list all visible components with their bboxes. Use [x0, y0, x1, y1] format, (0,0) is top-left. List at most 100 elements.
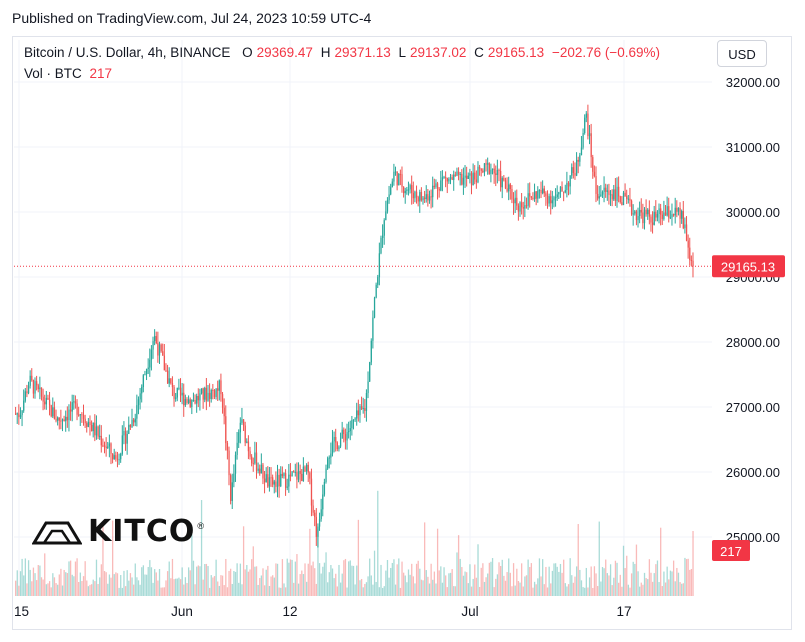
candle-body — [672, 214, 675, 216]
volume-bar — [605, 559, 607, 596]
volume-bar — [660, 527, 662, 596]
volume-bar — [348, 561, 350, 596]
volume-bar — [252, 546, 254, 596]
candle-body — [181, 392, 183, 396]
candle-body — [40, 387, 43, 397]
volume-bar — [207, 566, 209, 596]
volume-bar — [90, 584, 93, 596]
candle-body — [165, 370, 167, 372]
candle-body — [619, 196, 621, 203]
volume-bar — [367, 576, 369, 596]
candle-body — [467, 175, 469, 179]
volume-bar — [420, 579, 423, 596]
candle-body — [312, 505, 314, 513]
candle-body — [490, 169, 492, 174]
volume-bar — [480, 567, 482, 596]
volume-bar — [663, 571, 665, 596]
candle-body — [411, 185, 413, 194]
volume-bar — [677, 572, 680, 596]
candle-body — [462, 177, 465, 185]
candle-body — [459, 173, 461, 175]
candle-body — [403, 186, 405, 194]
volume-bar — [485, 577, 487, 596]
volume-bar — [457, 535, 460, 596]
candle-body — [115, 455, 117, 459]
volume-bar — [160, 587, 162, 596]
candle-body — [336, 442, 339, 450]
candle-body — [320, 509, 322, 519]
volume-bar — [249, 569, 251, 596]
volume-bar — [71, 574, 73, 596]
candle-body — [272, 477, 274, 485]
candle-body — [42, 396, 44, 402]
volume-bar — [398, 558, 400, 596]
candle-body — [228, 450, 230, 476]
candle-body — [446, 177, 448, 182]
volume-bar — [78, 581, 80, 596]
candle-body — [230, 475, 232, 501]
volume-bar — [488, 562, 490, 596]
x-tick-label: 12 — [282, 604, 297, 619]
candle-body — [480, 168, 482, 171]
volume-label[interactable]: Vol · BTC — [24, 66, 82, 81]
volume-bar — [178, 577, 180, 596]
candle-body — [73, 401, 75, 403]
volume-bar — [653, 573, 655, 596]
volume-bar — [210, 575, 212, 596]
candle-body — [380, 237, 382, 254]
candle-body — [554, 197, 557, 199]
volume-bar — [218, 585, 220, 596]
candle-body — [419, 192, 421, 202]
symbol-label[interactable]: Bitcoin / U.S. Dollar, 4h, BINANCE — [24, 45, 231, 60]
high-label: H — [320, 45, 331, 60]
candle-body — [606, 190, 608, 192]
volume-bar — [280, 587, 282, 596]
volume-bar — [563, 559, 565, 596]
volume-bar — [669, 570, 672, 596]
candle-body — [142, 375, 145, 387]
candle-body — [212, 390, 214, 392]
volume-bar — [176, 578, 178, 596]
volume-bar — [546, 587, 549, 596]
candle-body — [197, 395, 199, 401]
candle-body — [297, 471, 300, 480]
candle-body — [338, 446, 340, 450]
candle-body — [525, 205, 528, 207]
volume-bar — [55, 583, 57, 596]
volume-bar — [220, 575, 222, 596]
candle-body — [677, 207, 680, 212]
candle-body — [396, 171, 398, 186]
volume-bar — [299, 574, 301, 596]
candle-body — [401, 174, 403, 187]
candle-body — [487, 163, 489, 165]
volume-bar — [482, 563, 484, 596]
candle-body — [154, 336, 156, 342]
candle-body — [611, 194, 613, 200]
candle-body — [307, 464, 309, 473]
volume-bar — [655, 564, 657, 596]
volume-bar — [267, 565, 269, 596]
last-price-badge — [712, 255, 785, 278]
candle-body — [265, 474, 267, 483]
candle-body — [333, 437, 335, 442]
volume-bar — [24, 558, 26, 596]
volume-bar — [626, 555, 628, 596]
volume-bar — [87, 586, 90, 596]
candle-body — [273, 481, 275, 485]
candle-body — [52, 407, 54, 417]
candle-body — [409, 185, 411, 190]
volume-bar — [328, 572, 330, 596]
volume-bar — [312, 561, 314, 596]
volume-bar — [624, 568, 626, 596]
volume-bar — [456, 552, 458, 596]
candle-body — [175, 397, 177, 399]
currency-button[interactable]: USD — [717, 40, 767, 67]
volume-bar — [490, 561, 492, 596]
candle-body — [383, 220, 385, 236]
volume-bar — [191, 534, 193, 596]
volume-bar — [414, 583, 416, 596]
candle-body — [268, 477, 271, 487]
volume-bar — [609, 564, 612, 596]
volume-bar — [157, 580, 159, 596]
